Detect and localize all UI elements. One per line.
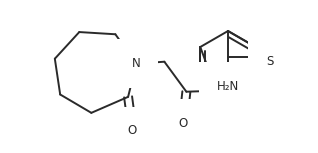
Text: O: O	[128, 124, 137, 137]
Text: N: N	[132, 57, 141, 70]
Text: H₂N: H₂N	[217, 80, 239, 93]
Text: NH: NH	[225, 84, 242, 97]
Text: S: S	[266, 54, 273, 67]
Text: O: O	[179, 117, 188, 130]
